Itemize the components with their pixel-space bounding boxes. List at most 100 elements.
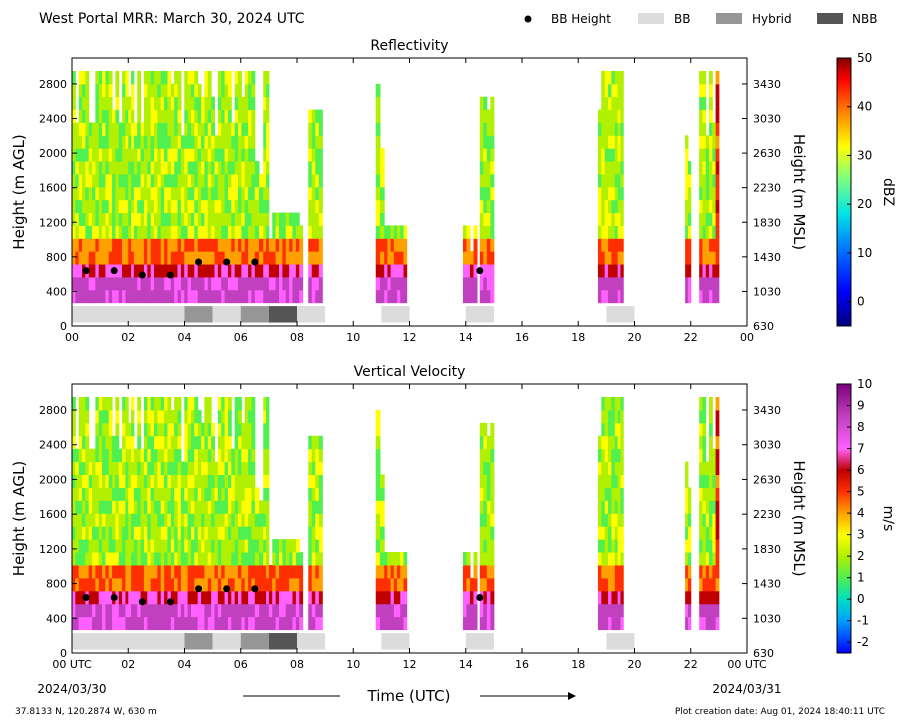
data-cell bbox=[604, 409, 609, 424]
bb-type-bar-segment bbox=[606, 306, 635, 323]
data-cell bbox=[214, 199, 219, 214]
data-cell bbox=[160, 70, 165, 85]
data-cell bbox=[82, 83, 86, 98]
data-cell bbox=[289, 577, 293, 592]
data-cell bbox=[390, 276, 395, 291]
data-cell bbox=[295, 276, 300, 291]
data-cell bbox=[112, 109, 116, 123]
data-cell bbox=[390, 616, 395, 631]
data-cell bbox=[266, 276, 270, 291]
data-cell bbox=[285, 603, 290, 618]
data-cell bbox=[137, 238, 142, 252]
data-cell bbox=[78, 238, 83, 252]
data-cell bbox=[715, 264, 720, 278]
data-cell bbox=[308, 435, 313, 450]
data-cell bbox=[85, 161, 90, 175]
data-cell bbox=[105, 500, 110, 514]
data-cell bbox=[133, 616, 138, 631]
data-cell bbox=[224, 96, 229, 111]
data-cell bbox=[108, 448, 113, 463]
data-cell bbox=[483, 577, 488, 592]
data-cell bbox=[611, 238, 616, 252]
data-cell bbox=[279, 276, 283, 291]
data-cell bbox=[125, 564, 129, 579]
data-cell bbox=[105, 276, 110, 291]
data-cell bbox=[687, 526, 692, 540]
data-cell bbox=[197, 422, 202, 437]
data-cell bbox=[85, 616, 90, 631]
bb-height-point bbox=[476, 267, 484, 275]
data-cell bbox=[705, 513, 710, 527]
data-cell bbox=[295, 552, 300, 566]
data-cell bbox=[285, 539, 290, 553]
data-cell bbox=[251, 526, 256, 540]
data-cell bbox=[82, 513, 86, 527]
data-cell bbox=[715, 539, 720, 553]
data-cell bbox=[112, 276, 116, 291]
data-cell bbox=[133, 225, 138, 239]
data-cell bbox=[147, 251, 152, 265]
data-cell bbox=[597, 161, 602, 175]
y2-tick-label: 1030 bbox=[753, 285, 781, 298]
data-cell bbox=[266, 474, 270, 488]
data-cell bbox=[85, 96, 90, 111]
data-cell bbox=[98, 603, 103, 618]
data-cell bbox=[125, 409, 129, 424]
data-cell bbox=[379, 289, 385, 304]
data-cell bbox=[234, 397, 239, 411]
data-cell bbox=[92, 513, 96, 527]
data-cell bbox=[112, 212, 116, 226]
data-cell bbox=[244, 487, 249, 501]
data-cell bbox=[224, 238, 229, 252]
data-cell bbox=[224, 603, 229, 618]
data-cell bbox=[115, 435, 120, 450]
data-cell bbox=[715, 435, 720, 450]
data-cell bbox=[699, 526, 703, 540]
data-cell bbox=[115, 513, 120, 527]
data-cell bbox=[687, 289, 692, 304]
data-cell bbox=[702, 161, 707, 175]
data-cell bbox=[272, 212, 277, 226]
data-cell bbox=[279, 251, 283, 265]
data-cell bbox=[187, 264, 192, 278]
data-cell bbox=[702, 422, 707, 437]
data-cell bbox=[712, 603, 717, 618]
data-cell bbox=[620, 135, 624, 149]
data-cell bbox=[128, 526, 132, 540]
data-cell bbox=[187, 96, 192, 111]
data-cell bbox=[115, 552, 120, 566]
data-cell bbox=[709, 212, 713, 226]
data-cell bbox=[400, 264, 404, 278]
data-cell bbox=[187, 289, 192, 304]
data-cell bbox=[251, 70, 256, 85]
data-cell bbox=[112, 526, 116, 540]
data-cell bbox=[197, 474, 202, 488]
data-cell bbox=[170, 173, 175, 188]
data-cell bbox=[244, 397, 249, 411]
data-cell bbox=[177, 173, 182, 188]
data-cell bbox=[98, 264, 103, 278]
bb-type-bar-segment bbox=[297, 633, 326, 650]
data-cell bbox=[715, 238, 720, 252]
data-cell bbox=[197, 148, 202, 162]
data-cell bbox=[224, 500, 229, 514]
data-cell bbox=[160, 161, 165, 175]
data-cell bbox=[620, 487, 624, 501]
data-cell bbox=[295, 616, 300, 631]
data-cell bbox=[82, 448, 86, 463]
data-cell bbox=[207, 276, 212, 291]
data-cell bbox=[608, 238, 612, 252]
y2-axis-label: Height (m MSL) bbox=[790, 134, 808, 250]
data-cell bbox=[75, 603, 80, 618]
data-cell bbox=[207, 148, 212, 162]
data-cell bbox=[490, 161, 495, 175]
data-cell bbox=[699, 109, 703, 123]
data-cell bbox=[272, 539, 277, 553]
data-cell bbox=[315, 109, 320, 123]
data-cell bbox=[112, 199, 116, 214]
data-cell bbox=[204, 161, 209, 175]
colorbar-tick-label: 1 bbox=[857, 571, 865, 585]
data-cell bbox=[238, 616, 242, 631]
data-cell bbox=[375, 148, 381, 162]
data-cell bbox=[254, 225, 260, 239]
